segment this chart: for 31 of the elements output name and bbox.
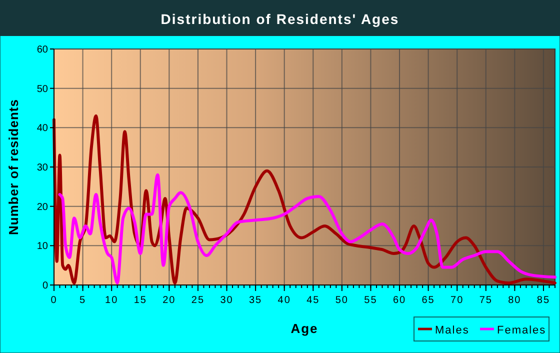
y-tick-label: 30: [36, 162, 48, 174]
y-tick-label: 10: [36, 241, 48, 252]
x-tick-label: 15: [134, 295, 147, 306]
y-tick-label: 40: [36, 123, 48, 134]
legend-label: Females: [497, 324, 546, 336]
legend-label: Males: [435, 324, 470, 336]
x-tick-label: 55: [364, 295, 378, 306]
x-tick-label: 25: [191, 295, 205, 306]
x-tick-label: 45: [306, 295, 320, 306]
x-tick-label: 10: [105, 295, 118, 306]
x-tick-label: 40: [278, 295, 291, 306]
x-tick-label: 80: [508, 295, 522, 306]
x-tick-label: 30: [220, 295, 234, 306]
y-tick-label: 0: [42, 280, 48, 292]
y-tick-label: 20: [36, 202, 48, 213]
x-tick-label: 20: [162, 295, 176, 306]
x-tick-label: 5: [80, 295, 86, 306]
y-axis-title: Number of residents: [6, 99, 21, 235]
x-tick-label: 50: [335, 295, 348, 306]
x-tick-label: 85: [536, 295, 550, 306]
y-tick-label: 50: [36, 84, 48, 95]
x-tick-label: 75: [479, 295, 492, 306]
x-tick-label: 70: [450, 295, 464, 306]
line-series: [58, 173, 556, 285]
x-tick-label: 65: [422, 295, 435, 306]
x-axis-title: Age: [290, 321, 318, 336]
chart-title: Distribution of Residents' Ages: [160, 11, 400, 27]
x-tick-label: 60: [392, 295, 406, 306]
x-tick-label: 0: [50, 295, 58, 306]
y-tick-label: 60: [36, 44, 48, 56]
x-tick-label: 35: [248, 295, 262, 306]
